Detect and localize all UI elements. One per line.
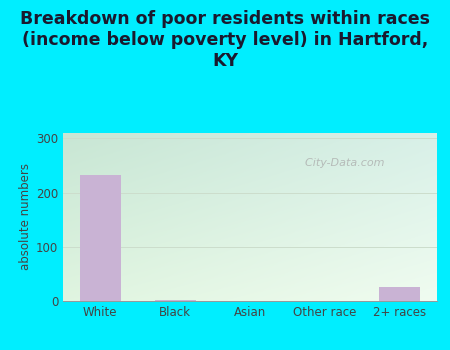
Text: City-Data.com: City-Data.com (298, 158, 385, 168)
Text: Breakdown of poor residents within races
(income below poverty level) in Hartfor: Breakdown of poor residents within races… (20, 10, 430, 70)
Bar (378, 287, 420, 301)
Y-axis label: absolute numbers: absolute numbers (19, 163, 32, 271)
Bar (154, 300, 196, 301)
Bar (80, 175, 121, 301)
